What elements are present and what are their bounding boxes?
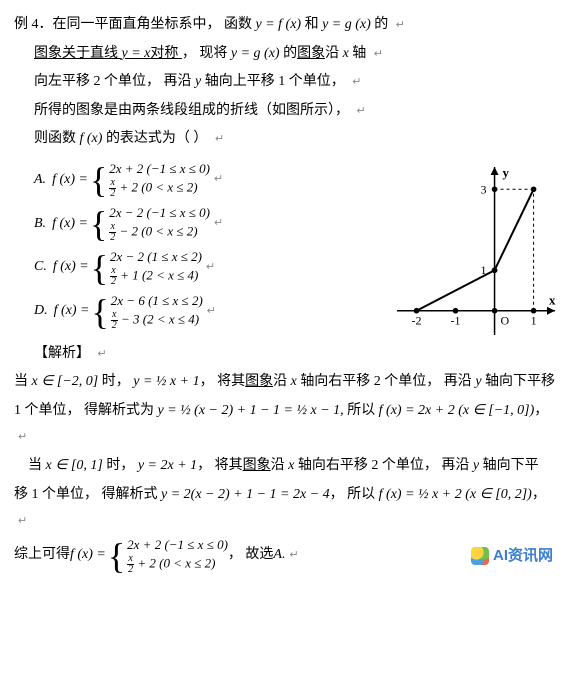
piecewise: 2x − 2 (−1 ≤ x ≤ 0) x2 − 2 (0 < x ≤ 2)	[109, 205, 210, 243]
fx-eq: f (x) =	[70, 542, 106, 569]
solution-line-3: 当 x ∈ [0, 1] 时， y = 2x + 1， 将其图象沿 x 轴向右平…	[14, 453, 557, 480]
piecewise: 2x + 2 (−1 ≤ x ≤ 0) x2 + 2 (0 < x ≤ 2)	[127, 537, 228, 575]
problem-line-2: 图象关于直线 y = x对称 ， 现将 y = g (x) 的图象沿 x 轴 ↵	[34, 41, 557, 68]
svg-text:-2: -2	[412, 314, 422, 328]
polyline-graph: -2 -1 1 1 3 Ox y	[397, 165, 557, 335]
option-label: D.	[34, 298, 48, 325]
fx-eq: f (x) =	[54, 298, 90, 325]
return-mark: ↵	[357, 105, 366, 117]
return-mark: ↵	[396, 19, 405, 31]
svg-text:O: O	[501, 314, 510, 328]
option-label: C.	[34, 254, 47, 281]
solution-line-1: 当 x ∈ [−2, 0] 时， y = ½ x + 1， 将其图象沿 x 轴向…	[14, 369, 557, 396]
svg-text:-1: -1	[451, 314, 461, 328]
text: 例 4．在同一平面直角坐标系中， 函数	[14, 17, 256, 32]
return-mark: ↵	[352, 76, 361, 88]
return-mark: ↵	[98, 348, 107, 360]
underlined: 图象关于直线 y = x对称	[34, 46, 182, 61]
equation: y = f (x)	[256, 17, 302, 32]
return-mark: ↵	[206, 257, 215, 278]
option-label: A.	[34, 167, 46, 194]
watermark-text: AI资讯网	[493, 542, 553, 571]
svg-text:1: 1	[481, 263, 487, 277]
fx-eq: f (x) =	[53, 254, 89, 281]
option-b: B. f (x) = { 2x − 2 (−1 ≤ x ≤ 0) x2 − 2 …	[34, 205, 397, 243]
equation: y = g (x)	[322, 17, 371, 32]
brace-icon: {	[91, 250, 108, 286]
piecewise: 2x + 2 (−1 ≤ x ≤ 0) x2 + 2 (0 < x ≤ 2)	[109, 161, 210, 199]
brace-icon: {	[108, 538, 125, 574]
brace-icon: {	[90, 162, 107, 198]
option-a: A. f (x) = { 2x + 2 (−1 ≤ x ≤ 0) x2 + 2 …	[34, 161, 397, 199]
option-c: C. f (x) = { 2x − 2 (1 ≤ x ≤ 2) x2 + 1 (…	[34, 249, 397, 287]
problem-line-3: 向左平移 2 个单位， 再沿 y 轴向上平移 1 个单位， ↵	[34, 69, 557, 96]
solution-line-2: 1 个单位， 得解析式为 y = ½ (x − 2) + 1 − 1 = ½ x…	[14, 398, 557, 451]
piecewise: 2x − 6 (1 ≤ x ≤ 2) x2 − 3 (2 < x ≤ 4)	[111, 293, 203, 331]
fx-eq: f (x) =	[52, 211, 88, 238]
return-mark: ↵	[207, 301, 216, 322]
svg-text:y: y	[503, 165, 510, 180]
piecewise: 2x − 2 (1 ≤ x ≤ 2) x2 + 1 (2 < x ≤ 4)	[110, 249, 202, 287]
svg-text:x: x	[549, 293, 556, 308]
solution-line-4: 移 1 个单位， 得解析式 y = 2(x − 2) + 1 − 1 = 2x …	[14, 482, 557, 535]
problem-line-4: 所得的图象是由两条线段组成的折线（如图所示）， ↵	[34, 98, 557, 125]
brace-icon: {	[92, 294, 109, 330]
option-d: D. f (x) = { 2x − 6 (1 ≤ x ≤ 2) x2 − 3 (…	[34, 293, 397, 331]
problem-line-1: 例 4．在同一平面直角坐标系中， 函数 y = f (x) 和 y = g (x…	[14, 12, 557, 39]
svg-text:1: 1	[531, 314, 537, 328]
return-mark: ↵	[374, 48, 383, 60]
return-mark: ↵	[214, 169, 223, 190]
return-mark: ↵	[18, 431, 27, 443]
svg-text:3: 3	[481, 182, 487, 196]
return-mark: ↵	[215, 133, 224, 145]
problem-line-5: 则函数 f (x) 的表达式为（ ） ↵	[34, 126, 557, 153]
fx-eq: f (x) =	[52, 167, 88, 194]
options-and-graph: A. f (x) = { 2x + 2 (−1 ≤ x ≤ 0) x2 + 2 …	[14, 155, 557, 337]
brace-icon: {	[90, 206, 107, 242]
return-mark: ↵	[289, 545, 298, 566]
watermark: AI资讯网	[471, 542, 553, 571]
option-label: B.	[34, 211, 46, 238]
text: 的	[374, 17, 388, 32]
return-mark: ↵	[18, 515, 27, 527]
watermark-icon	[471, 547, 489, 565]
return-mark: ↵	[214, 213, 223, 234]
options-column: A. f (x) = { 2x + 2 (−1 ≤ x ≤ 0) x2 + 2 …	[34, 155, 397, 337]
text: 和	[305, 17, 323, 32]
solution-header: 【解析】 ↵	[34, 341, 557, 368]
